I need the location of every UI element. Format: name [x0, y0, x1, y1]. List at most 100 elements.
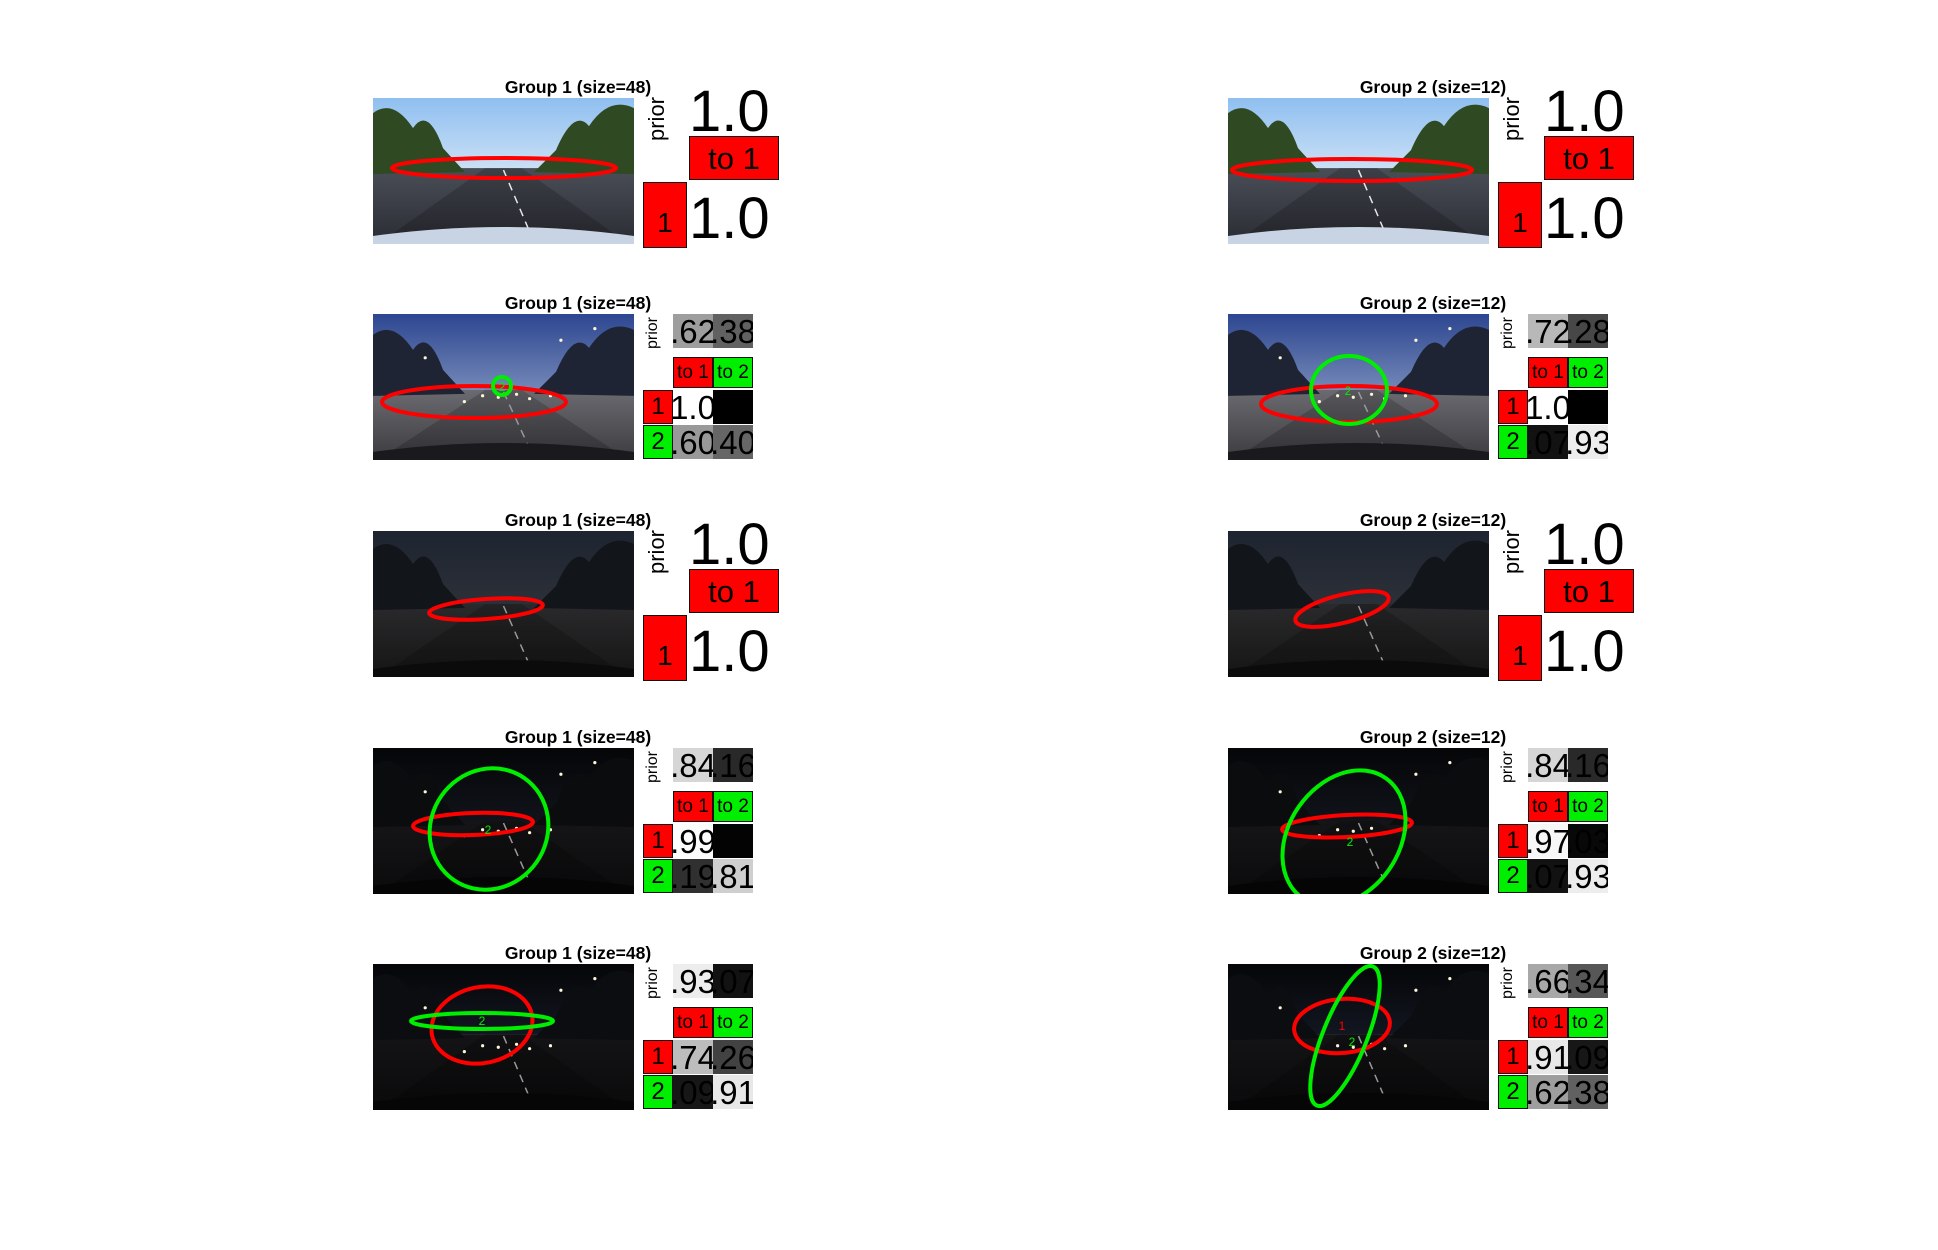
transition-value: .91: [1528, 1040, 1568, 1074]
car-hood: [373, 227, 634, 244]
light-point: [559, 988, 563, 992]
panel-title: Group 2 (size=12): [1359, 293, 1507, 313]
row-label-2: 2: [1498, 859, 1528, 893]
row-label-1: 1: [643, 824, 673, 858]
transition-value: .74: [673, 1040, 713, 1074]
road: [378, 168, 629, 244]
car-hood: [1228, 660, 1489, 677]
col-header-to-2: to 2: [1568, 357, 1608, 388]
row-label-1: 1: [643, 182, 687, 248]
state-1-ellipse: [390, 156, 618, 180]
road-scene-image: 2: [1228, 314, 1489, 460]
light-point: [1403, 394, 1408, 398]
ellipse-state-label: 2: [499, 380, 506, 394]
trees-right: [1389, 540, 1489, 610]
ellipse-state-label: 2: [1349, 1035, 1356, 1049]
road-scene-image: 12: [1228, 964, 1489, 1110]
scene-image: 2: [373, 964, 634, 1110]
panel-title: Group 2 (size=12): [1359, 510, 1507, 530]
light-point: [1278, 356, 1282, 360]
prior-value: 1.0: [689, 521, 789, 569]
col-header-to-1: to 1: [1528, 791, 1568, 822]
col-header-to-1: to 1: [1528, 1007, 1568, 1038]
panel-title: Group 2 (size=12): [1359, 77, 1507, 97]
col-header-to-2: to 2: [713, 1007, 753, 1038]
transition-value: [713, 390, 753, 424]
light-point: [481, 1044, 485, 1048]
road-scene-image: 2: [373, 964, 634, 1110]
prior-label: prior: [1499, 316, 1517, 350]
col-header-to-1: to 1: [689, 136, 779, 180]
col-header-to-2: to 2: [713, 791, 753, 822]
light-point: [593, 327, 597, 331]
trees-right: [534, 326, 634, 396]
car-hood: [373, 1093, 634, 1110]
light-point: [423, 1006, 427, 1010]
col-header-to-2: to 2: [713, 357, 753, 388]
transition-value: 1.0: [1544, 621, 1644, 683]
state-2-ellipse: [491, 375, 513, 397]
light-point: [528, 397, 532, 401]
prior-value: .66: [1528, 964, 1568, 998]
car-hood: [1228, 1093, 1489, 1110]
prior-value: .28: [1568, 314, 1608, 348]
transition-value: .38: [1568, 1075, 1608, 1109]
scene-image: [1228, 531, 1489, 677]
light-point: [528, 1047, 532, 1051]
transition-value: .40: [713, 425, 753, 459]
prior-label: prior: [644, 316, 662, 350]
panel-title: Group 1 (size=48): [504, 77, 652, 97]
car-hood: [1228, 443, 1489, 460]
row-label-2: 2: [1498, 1075, 1528, 1109]
light-point: [462, 1050, 466, 1054]
light-point: [1351, 829, 1355, 833]
ellipse-state-label: 2: [479, 1014, 486, 1028]
state-2-ellipse: [1308, 964, 1382, 1109]
panel-title: Group 1 (size=48): [504, 293, 652, 313]
transition-value: 1.0: [1528, 390, 1568, 424]
prior-value: .16: [1568, 748, 1608, 782]
panel-title: Group 2 (size=12): [1359, 727, 1507, 747]
light-point: [1278, 1006, 1282, 1010]
trees-left: [373, 108, 465, 175]
road: [378, 604, 629, 677]
state-1-ellipse: [411, 810, 535, 838]
road-scene-image: 2: [373, 314, 634, 460]
light-point: [548, 1044, 553, 1048]
prior-label: prior: [1499, 96, 1525, 142]
prior-value: .93: [673, 964, 713, 998]
car-hood: [373, 660, 634, 677]
light-point: [514, 1042, 519, 1046]
col-header-to-1: to 1: [1544, 569, 1634, 613]
light-point: [1403, 1044, 1408, 1048]
prior-value: .07: [713, 964, 753, 998]
transition-value: .91: [713, 1075, 753, 1109]
group-panel: Group 2 (size=12) prior 1.0 to 1 1 1.0: [1228, 77, 1658, 252]
row-label-1: 1: [1498, 615, 1542, 681]
transition-value: .07: [1528, 425, 1568, 459]
trees-left: [1228, 544, 1320, 610]
state-2-ellipse: [409, 1011, 555, 1031]
transition-value: 1.0: [689, 188, 789, 250]
car-hood: [373, 443, 634, 460]
road-scene-image: [373, 98, 634, 244]
state-1-ellipse: [1293, 589, 1391, 629]
panel-title: Group 1 (size=48): [504, 510, 652, 530]
row-label-2: 2: [643, 425, 673, 459]
prior-value: .38: [713, 314, 753, 348]
row-label-1: 1: [643, 615, 687, 681]
ellipse-state-label: 1: [1339, 1019, 1346, 1033]
transition-value: 1.0: [689, 621, 789, 683]
state-2-ellipse: [1309, 354, 1389, 426]
prior-value: 1.0: [1544, 88, 1644, 136]
light-point: [514, 392, 519, 396]
road-scene-image: [1228, 98, 1489, 244]
trees-left: [373, 544, 465, 610]
trees-right: [534, 540, 634, 610]
prior-value: 1.0: [1544, 521, 1644, 569]
